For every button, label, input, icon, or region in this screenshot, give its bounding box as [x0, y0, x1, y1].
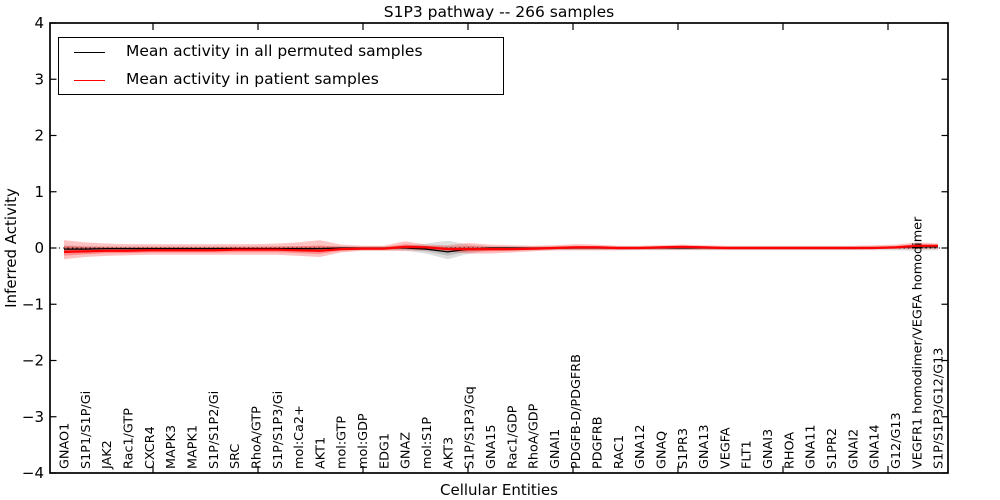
- y-tick-label: 3: [34, 70, 44, 88]
- x-tick-label: S1PR3: [676, 428, 691, 469]
- x-tick-label: VEGFR1 homodimer/VEGFA homodimer: [910, 216, 925, 469]
- y-tick-label: −3: [22, 408, 44, 426]
- x-tick-label: mol:Ca2+: [292, 405, 307, 469]
- x-tick-label: GNAQ: [654, 431, 669, 469]
- x-tick-label: PDGFB-D/PDGFRB: [569, 354, 584, 469]
- x-tick-label: FLT1: [740, 440, 755, 469]
- legend-item-label: Mean activity in all permuted samples: [126, 42, 423, 61]
- x-tick-label: EDG1: [377, 433, 392, 469]
- x-tick-label: MAPK1: [186, 425, 201, 469]
- x-tick-label: S1P/S1P2/Gi: [207, 391, 222, 469]
- x-tick-label: PDGFRB: [591, 416, 606, 469]
- chart-title: S1P3 pathway -- 266 samples: [384, 3, 614, 21]
- y-axis-label: Inferred Activity: [2, 188, 20, 308]
- x-tick-label: GNAZ: [399, 432, 414, 469]
- x-tick-label: VEGFA: [718, 427, 733, 469]
- x-tick-label: CXCR4: [143, 426, 158, 469]
- legend-item: Mean activity in patient samples: [59, 66, 503, 94]
- x-tick-label: AKT1: [313, 437, 328, 469]
- patient-mean-line: [63, 244, 938, 253]
- x-tick-label: JAK2: [100, 440, 115, 470]
- x-axis-label: Cellular Entities: [440, 481, 558, 499]
- legend: Mean activity in all permuted samples Mea…: [58, 37, 504, 95]
- x-tick-label: GNAI1: [548, 429, 563, 469]
- legend-item: Mean activity in all permuted samples: [59, 38, 503, 66]
- y-tick-label: 2: [34, 127, 44, 145]
- x-tick-label: Rac1/GDP: [505, 405, 520, 469]
- y-tick-label: 1: [34, 183, 44, 201]
- x-tick-label: GNAO1: [58, 423, 73, 469]
- axis-ticks: [50, 22, 948, 474]
- x-tick-label: GNA12: [633, 424, 648, 469]
- y-tick-label: −4: [22, 464, 44, 482]
- x-tick-label: MAPK3: [164, 425, 179, 469]
- x-tick-label: SRC: [228, 444, 243, 469]
- x-tick-label: GNA13: [697, 424, 712, 469]
- x-tick-label: GNA14: [868, 424, 883, 469]
- legend-line-sample: [74, 79, 105, 81]
- x-tick-label: GNAI3: [761, 429, 776, 469]
- x-tick-label: S1P/S1P3/Gq: [463, 386, 478, 469]
- x-tick-label: RHOA: [782, 432, 797, 469]
- y-tick-labels: 4 3 2 1 0 −1 −2 −3 −4: [22, 14, 44, 482]
- x-tick-label: S1P1/S1P/Gi: [79, 391, 94, 469]
- legend-line-sample: [74, 51, 105, 53]
- y-tick-label: −2: [22, 352, 44, 370]
- x-tick-label: Rac1/GTP: [122, 408, 137, 469]
- x-tick-label: mol:GDP: [356, 413, 371, 469]
- x-tick-label: RAC1: [612, 435, 627, 469]
- x-tick-label: G12/G13: [889, 412, 904, 469]
- x-tick-label: S1PR2: [825, 428, 840, 469]
- x-tick-label: S1P/S1P3/Gi: [271, 391, 286, 469]
- x-tick-label: AKT3: [441, 437, 456, 469]
- x-tick-label: RhoA/GDP: [527, 403, 542, 469]
- x-tick-label: mol:GTP: [335, 416, 350, 469]
- x-tick-label: GNAI2: [846, 429, 861, 469]
- x-tick-label: GNA11: [804, 424, 819, 469]
- x-tick-labels: GNAO1 S1P1/S1P/Gi JAK2 Rac1/GTP CXCR4 MAPK3 MA…: [58, 216, 947, 470]
- x-tick-label: S1P/S1P3/G12/G13: [932, 348, 947, 469]
- y-tick-label: 0: [34, 239, 44, 257]
- legend-item-label: Mean activity in patient samples: [126, 70, 379, 89]
- x-tick-label: mol:S1P: [420, 417, 435, 469]
- x-tick-label: GNA15: [484, 424, 499, 469]
- y-tick-label: 4: [34, 14, 44, 32]
- y-tick-label: −1: [22, 295, 44, 313]
- x-tick-label: RhoA/GTP: [249, 406, 264, 469]
